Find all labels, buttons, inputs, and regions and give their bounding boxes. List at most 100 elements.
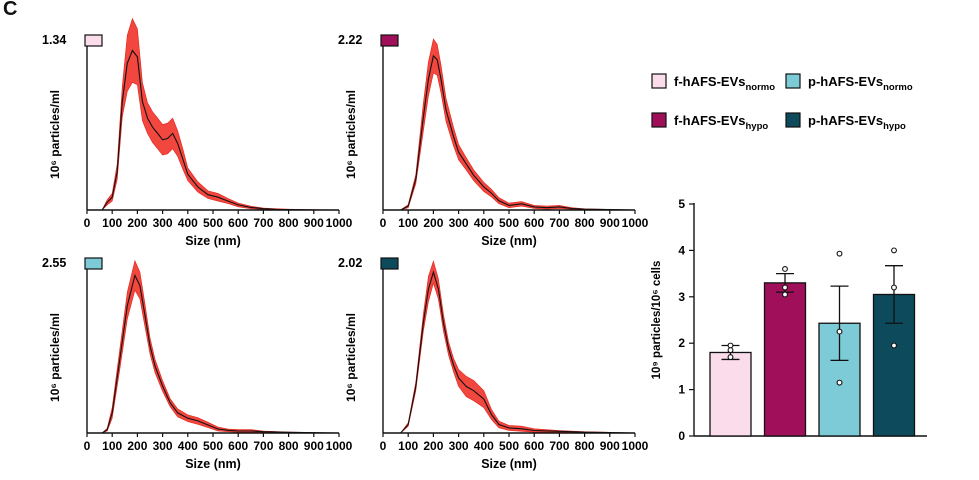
data-point: [891, 284, 897, 291]
data-point: [782, 266, 788, 272]
x-tick-label: 300: [153, 439, 173, 453]
error-band: [400, 38, 636, 211]
bar: [709, 351, 752, 437]
x-tick-label: 600: [524, 439, 544, 453]
legend-label-base: p-hAFS-EVs: [808, 113, 883, 128]
legend-label-base: p-hAFS-EVs: [808, 74, 883, 89]
x-tick-label: 900: [600, 439, 620, 453]
x-tick-label: 900: [600, 216, 620, 230]
size-panel-4: 0 100 200 300 400 500 600 700 800 900 1000 Size (nm…: [338, 256, 649, 471]
data-point: [727, 354, 734, 361]
x-tick-label: 800: [575, 216, 595, 230]
y-tick-label: 3: [678, 290, 685, 304]
legend-item: f-hAFS-EVsnormo: [651, 73, 775, 93]
y-max-label: 2.02: [338, 256, 362, 270]
data-point: [836, 328, 843, 335]
x-tick-label: 300: [153, 216, 173, 230]
bar-chart: 0 1 2 3 4 5 10⁹ particles/10⁶ cells: [651, 197, 927, 443]
legend-label: f-hAFS-EVsnormo: [674, 74, 775, 93]
legend-item: f-hAFS-EVshypo: [651, 112, 768, 132]
x-tick-label: 500: [203, 439, 223, 453]
x-tick-label: 500: [499, 439, 519, 453]
mean-line: [101, 49, 340, 211]
legend-label: f-hAFS-EVshypo: [674, 113, 768, 132]
x-axis-title: Size (nm): [185, 234, 241, 248]
color-swatch: [380, 34, 399, 47]
x-tick-label: 0: [380, 216, 387, 230]
x-tick-label: 700: [549, 216, 569, 230]
y-max-label: 1.34: [42, 33, 66, 47]
y-axis-title: 10⁶ particles/ml: [344, 313, 358, 402]
x-tick-label: 1000: [326, 439, 353, 453]
y-axis-title: 10⁶ particles/ml: [344, 90, 358, 179]
x-tick-label: 1000: [622, 216, 649, 230]
x-tick-label: 400: [178, 216, 198, 230]
legend-swatch: [651, 112, 667, 128]
x-tick-label: 400: [474, 439, 494, 453]
y-max-label: 2.55: [42, 256, 66, 270]
error-band: [101, 259, 340, 434]
legend-item: p-hAFS-EVshypo: [785, 112, 906, 132]
x-tick-label: 300: [449, 439, 469, 453]
x-tick-label: 0: [84, 216, 91, 230]
data-point: [782, 291, 788, 298]
x-tick-label: 400: [474, 216, 494, 230]
x-tick-label: 700: [253, 439, 273, 453]
x-tick-label: 200: [423, 439, 443, 453]
x-tick-label: 400: [178, 439, 198, 453]
legend-label-subscript: normo: [746, 82, 776, 93]
x-tick-label: 200: [127, 439, 147, 453]
color-swatch: [380, 257, 399, 270]
bar: [763, 282, 807, 437]
size-panel-3: 0 100 200 300 400 500 600 700 800 900 1000 Size (nm…: [42, 256, 353, 471]
x-tick-label: 100: [398, 216, 418, 230]
x-tick-label: 500: [203, 216, 223, 230]
legend-label-base: f-hAFS-EVs: [674, 74, 746, 89]
x-tick-label: 700: [549, 439, 569, 453]
legend-item: p-hAFS-EVsnormo: [785, 73, 913, 93]
x-tick-label: 600: [524, 216, 544, 230]
bar-group: [872, 247, 916, 437]
x-axis-title: Size (nm): [481, 234, 537, 248]
x-tick-label: 800: [279, 216, 299, 230]
x-tick-label: 300: [449, 216, 469, 230]
legend-label-subscript: normo: [883, 82, 913, 93]
x-tick-label: 100: [102, 216, 122, 230]
y-max-label: 2.22: [338, 33, 362, 47]
x-tick-label: 0: [380, 439, 387, 453]
data-point: [891, 247, 897, 254]
legend-label-subscript: hypo: [746, 121, 769, 132]
x-tick-label: 200: [423, 216, 443, 230]
bar-group: [818, 250, 861, 437]
data-point: [727, 347, 734, 354]
legend: f-hAFS-EVsnormo p-hAFS-EVsnormof-hAFS-EVs…: [651, 73, 913, 132]
legend-swatch: [651, 73, 667, 89]
x-tick-label: 1000: [622, 439, 649, 453]
y-axis-title: 10⁶ particles/ml: [48, 313, 62, 402]
x-tick-label: 600: [228, 216, 248, 230]
x-tick-label: 100: [398, 439, 418, 453]
mean-line: [400, 54, 636, 211]
y-tick-label: 1: [678, 383, 685, 397]
data-point: [836, 250, 843, 257]
mean-line: [101, 273, 340, 434]
x-tick-label: 200: [127, 216, 147, 230]
size-panel-1: 0 100 200 300 400 500 600 700 800 900 1000 Size (nm…: [42, 17, 353, 248]
x-axis-title: Size (nm): [185, 457, 241, 471]
y-tick-label: 4: [678, 243, 685, 257]
x-axis-title: Size (nm): [481, 457, 537, 471]
legend-label-subscript: hypo: [883, 121, 906, 132]
x-tick-label: 800: [575, 439, 595, 453]
x-tick-label: 100: [102, 439, 122, 453]
legend-label-base: f-hAFS-EVs: [674, 113, 746, 128]
bar-group: [763, 266, 807, 437]
y-tick-label: 5: [678, 197, 685, 211]
error-band: [400, 260, 636, 434]
x-tick-label: 600: [228, 439, 248, 453]
x-tick-label: 700: [253, 216, 273, 230]
legend-swatch: [785, 112, 801, 128]
color-swatch: [84, 257, 103, 270]
data-point: [836, 379, 843, 386]
